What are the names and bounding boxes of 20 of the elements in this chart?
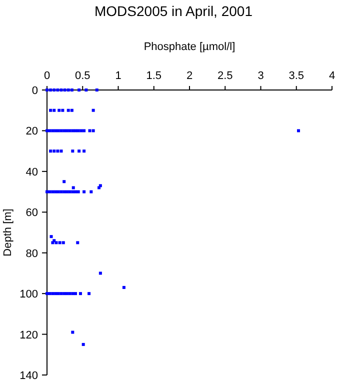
x-tick-label: 1 <box>115 70 122 82</box>
x-tick-label: 0 <box>44 70 50 82</box>
x-tick-label: 4 <box>328 70 336 82</box>
y-tick-label: 40 <box>26 166 38 178</box>
y-tick-label: 20 <box>26 126 38 138</box>
chart-title: MODS2005 in April, 2001 <box>94 3 253 19</box>
x-tick-label: 2 <box>186 70 193 82</box>
x-tick-label: 3 <box>258 70 264 82</box>
y-tick-label: 0 <box>32 85 38 97</box>
y-tick-label: 140 <box>20 370 38 382</box>
x-tick-label: 3.5 <box>288 70 304 82</box>
x-tick-label: 2.5 <box>217 70 233 82</box>
x-tick-label: 0.5 <box>74 70 90 82</box>
x-axis-title: Phosphate [µmol/l] <box>144 41 236 53</box>
y-axis-title: Depth [m] <box>2 208 14 256</box>
y-tick-label: 80 <box>26 248 38 260</box>
x-tick-label: 1.5 <box>146 70 162 82</box>
y-tick-label: 120 <box>20 329 38 342</box>
y-tick-label: 60 <box>26 207 38 220</box>
y-tick-label: 100 <box>20 288 38 301</box>
